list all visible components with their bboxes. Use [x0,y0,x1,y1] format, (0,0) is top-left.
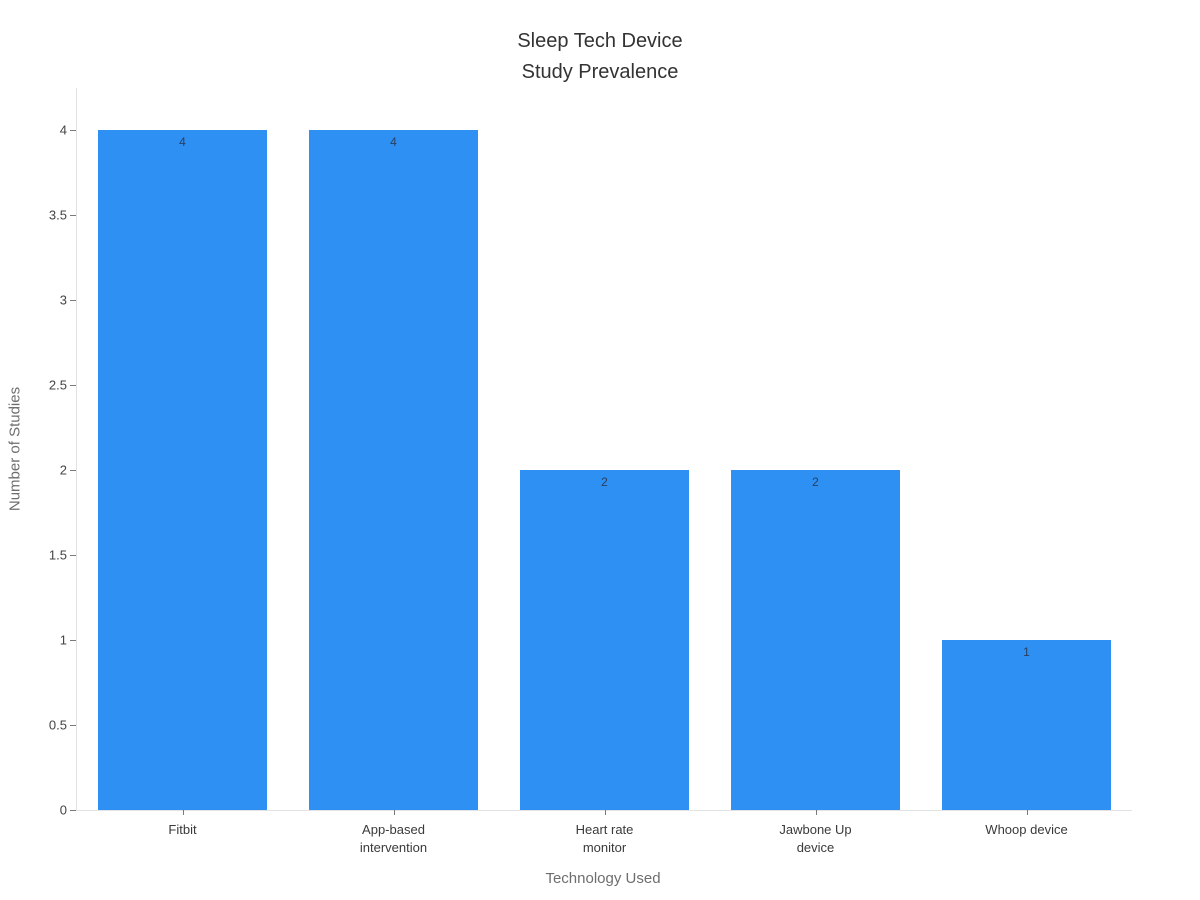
bar-value-label: 2 [812,475,819,489]
x-axis-tick-label: Heart rate monitor [576,821,634,857]
x-tick-mark [183,810,184,815]
bar-heart-rate-monitor [520,470,689,810]
y-tick-mark [70,725,76,726]
y-tick-mark [70,215,76,216]
y-axis-tick-label: 0 [59,802,67,818]
chart-title-line-2: Study Prevalence [521,61,679,83]
x-axis-tick-label: Fitbit [168,821,196,839]
bar-jawbone-up-device [731,470,900,810]
y-tick-mark [70,555,76,556]
y-axis-tick-label: 0.5 [48,717,67,733]
bar-fitbit [98,130,267,810]
x-axis-tick-label-line: Whoop device [985,822,1068,837]
y-tick-mark [70,300,76,301]
x-tick-mark [394,810,395,815]
y-axis-tick-label: 4 [59,122,67,138]
bar-whoop-device [942,640,1111,810]
x-tick-mark [605,810,606,815]
x-axis-tick-label-line: monitor [582,840,627,855]
x-axis-title: Technology Used [545,870,661,887]
y-axis-title: Number of Studies [6,386,24,512]
x-axis-tick-label-line: device [796,840,835,855]
y-axis-tick-label: 1.5 [48,547,67,563]
y-axis-tick-label: 2.5 [48,377,67,393]
chart-title: Sleep Tech Device Study Prevalence [0,26,1200,88]
y-tick-mark [70,385,76,386]
x-axis-tick-label-line: Fitbit [168,822,197,837]
bar-value-label: 1 [1023,645,1030,659]
y-axis-tick-label: 1 [59,632,67,648]
y-tick-mark [70,470,76,471]
y-axis-tick-label: 2 [59,462,67,478]
x-tick-mark [1027,810,1028,815]
x-axis-tick-label-line: Heart rate [575,822,634,837]
bar-value-label: 4 [179,135,186,149]
chart-title-line-1: Sleep Tech Device [517,30,683,52]
plot-area: 4 4 2 2 1 0 0.5 1 1.5 2 2.5 3 3.5 4 Fitbit App-based i… [49,88,1132,855]
bar-app-based-intervention [309,130,478,810]
bar-value-label: 4 [390,135,397,149]
y-tick-mark [70,810,76,811]
y-axis-tick-label: 3 [59,292,67,308]
x-axis-tick-label: Jawbone Up device [779,821,851,857]
x-axis-tick-label-line: intervention [359,840,428,855]
x-axis-tick-label: Whoop device [985,821,1067,839]
y-tick-mark [70,130,76,131]
x-tick-mark [816,810,817,815]
x-axis-tick-label-line: App-based [362,822,425,837]
y-tick-mark [70,640,76,641]
x-axis-tick-label-line: Jawbone Up [779,822,852,837]
y-axis-tick-label: 3.5 [48,207,67,223]
bar-value-label: 2 [601,475,608,489]
x-axis-tick-label: App-based intervention [360,821,427,857]
